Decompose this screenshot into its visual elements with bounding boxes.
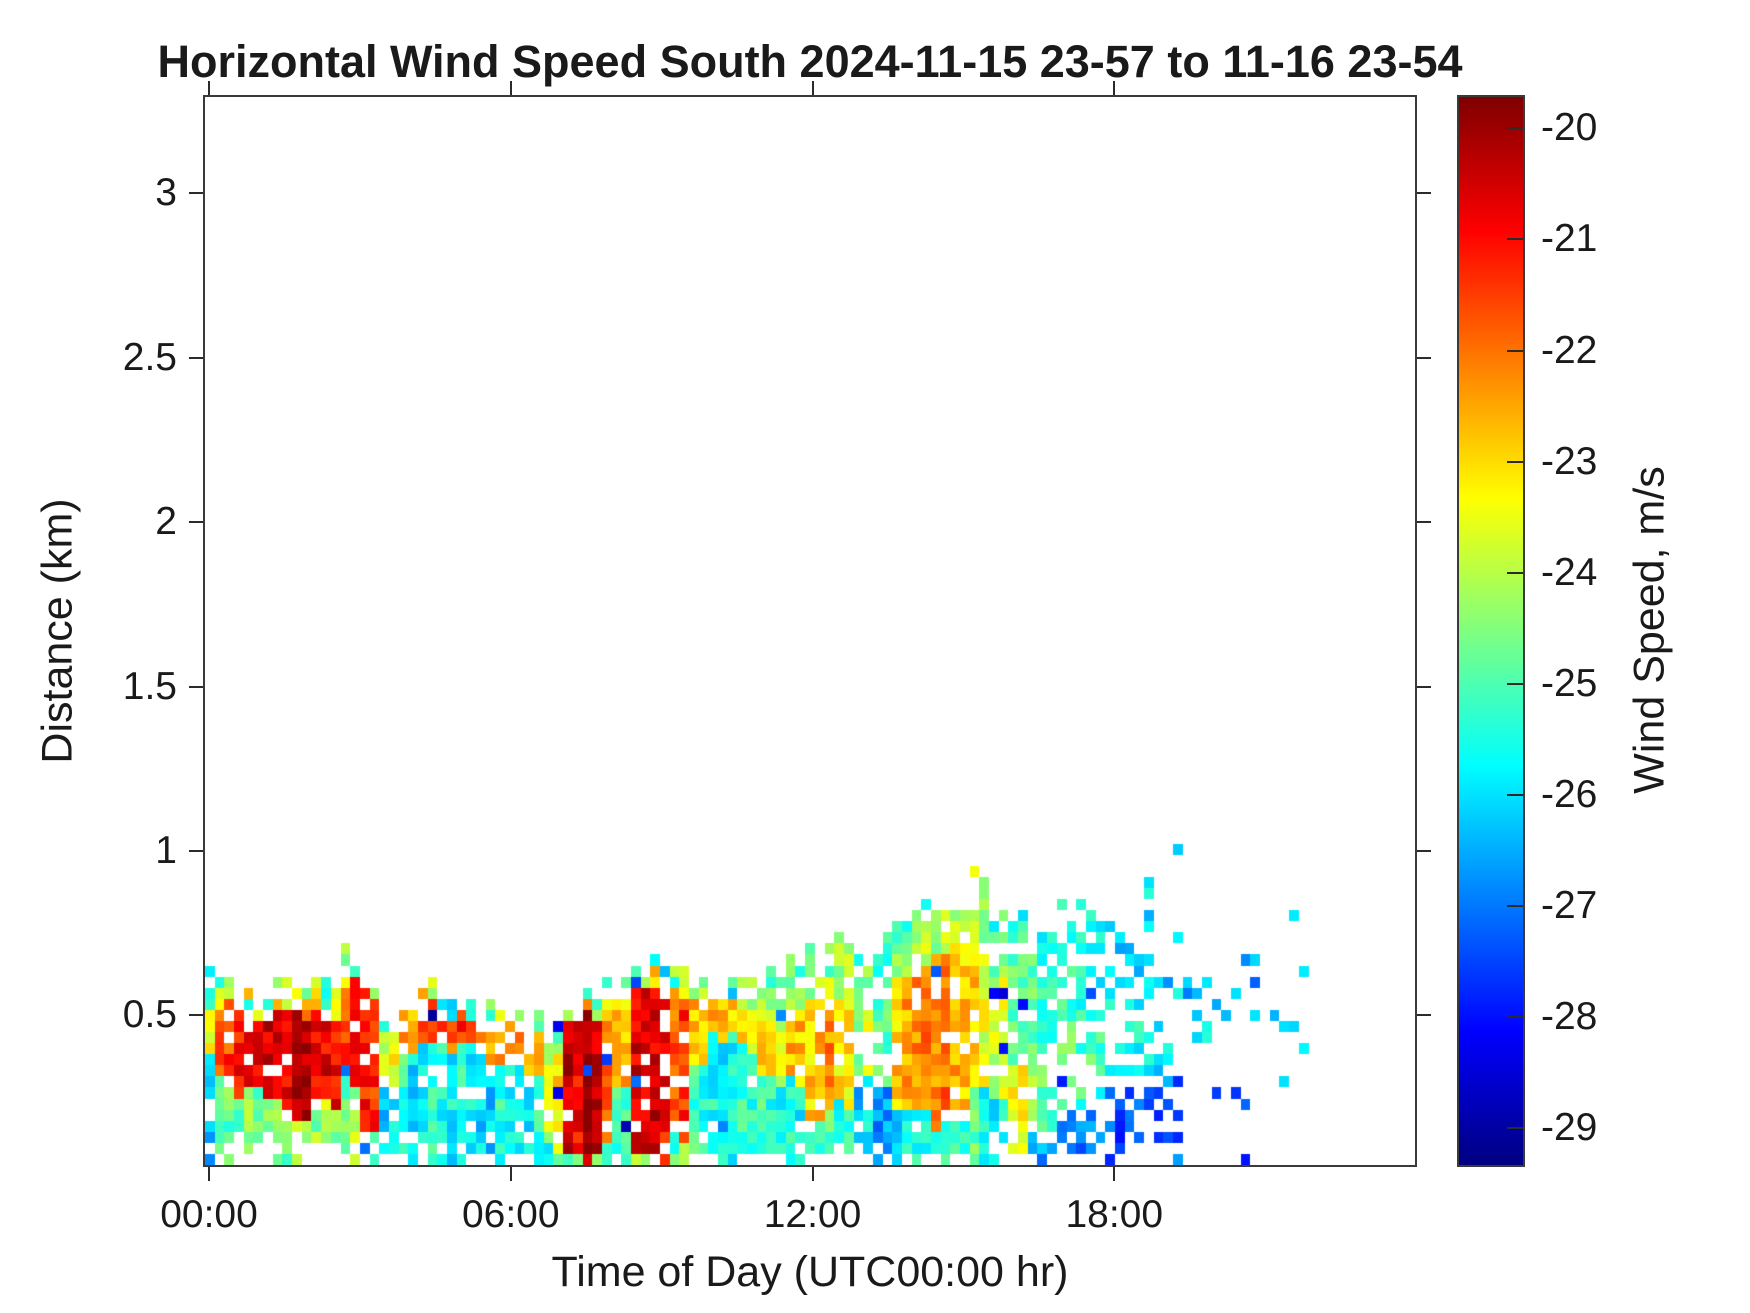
y-tick-mark-right: [1417, 685, 1431, 688]
y-axis-label: Distance (km): [33, 498, 82, 764]
x-tick-label: 06:00: [461, 1193, 560, 1236]
y-tick-mark: [189, 521, 203, 524]
colorbar-tick-mark: [1507, 1127, 1523, 1130]
y-tick-mark: [189, 849, 203, 852]
colorbar-tick-label: -21: [1541, 217, 1598, 261]
x-axis-label: Time of Day (UTC00:00 hr): [551, 1248, 1069, 1296]
colorbar-tick-mark: [1507, 127, 1523, 130]
chart-title: Horizontal Wind Speed South 2024-11-15 2…: [157, 36, 1463, 87]
colorbar-tick-mark: [1507, 904, 1523, 907]
y-tick-mark-right: [1417, 1014, 1431, 1017]
y-tick-mark: [189, 356, 203, 359]
y-tick-label: 1: [155, 828, 177, 872]
colorbar-tick-mark: [1507, 682, 1523, 685]
colorbar-tick-mark: [1507, 349, 1523, 352]
x-tick-mark: [509, 1167, 512, 1181]
y-tick-mark-right: [1417, 192, 1431, 195]
colorbar-tick-label: -24: [1541, 550, 1598, 594]
y-tick-label: 2.5: [122, 335, 177, 379]
x-tick-mark: [1113, 1167, 1116, 1181]
x-tick-mark: [811, 1167, 814, 1181]
x-tick-mark-top: [509, 81, 512, 95]
colorbar-tick-mark: [1507, 460, 1523, 463]
x-tick-mark-top: [811, 81, 814, 95]
y-tick-mark-right: [1417, 849, 1431, 852]
y-tick-mark: [189, 192, 203, 195]
colorbar-tick-label: -28: [1541, 995, 1598, 1039]
y-tick-mark-right: [1417, 521, 1431, 524]
y-tick-mark-right: [1417, 356, 1431, 359]
x-tick-mark-top: [208, 81, 211, 95]
x-tick-label: 12:00: [763, 1193, 862, 1236]
y-tick-label: 1.5: [122, 664, 177, 708]
colorbar-gradient: [1459, 97, 1523, 1165]
colorbar-tick-label: -23: [1541, 439, 1598, 483]
colorbar-tick-mark: [1507, 238, 1523, 241]
y-tick-label: 3: [155, 171, 177, 215]
plot-frame: [203, 95, 1417, 1167]
y-tick-mark: [189, 1014, 203, 1017]
y-tick-label: 2: [155, 500, 177, 544]
colorbar: [1457, 95, 1525, 1167]
x-tick-mark-top: [1113, 81, 1116, 95]
colorbar-tick-label: -26: [1541, 772, 1598, 816]
colorbar-tick-label: -29: [1541, 1106, 1598, 1150]
y-tick-label: 0.5: [122, 993, 177, 1037]
colorbar-tick-mark: [1507, 1016, 1523, 1019]
colorbar-tick-label: -22: [1541, 328, 1598, 372]
colorbar-tick-mark: [1507, 571, 1523, 574]
colorbar-tick-label: -20: [1541, 106, 1598, 150]
colorbar-tick-label: -27: [1541, 883, 1598, 927]
x-tick-label: 00:00: [160, 1193, 258, 1236]
colorbar-tick-label: -25: [1541, 661, 1598, 705]
x-tick-label: 18:00: [1065, 1193, 1164, 1236]
colorbar-label: Wind Speed, m/s: [1625, 466, 1674, 794]
heatmap-canvas: [205, 97, 1415, 1165]
x-tick-mark: [208, 1167, 211, 1181]
y-tick-mark: [189, 685, 203, 688]
colorbar-tick-mark: [1507, 793, 1523, 796]
